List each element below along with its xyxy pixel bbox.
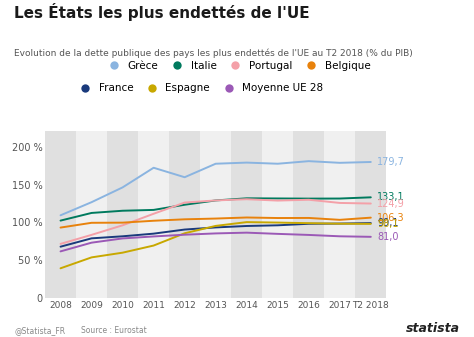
Text: 133,1: 133,1 (377, 192, 405, 202)
Bar (231, 131, 262, 298)
Legend: Grèce, Italie, Portugal, Belgique: Grèce, Italie, Portugal, Belgique (104, 61, 370, 71)
Text: 81,0: 81,0 (377, 232, 399, 242)
Text: 179,7: 179,7 (377, 157, 405, 167)
Bar (169, 131, 200, 298)
Bar (107, 131, 138, 298)
Bar (293, 131, 324, 298)
Text: @Statista_FR: @Statista_FR (14, 326, 65, 335)
Text: statista: statista (406, 322, 460, 335)
Text: 99,1: 99,1 (377, 218, 399, 228)
Text: 106,3: 106,3 (377, 213, 405, 223)
Text: Source : Eurostat: Source : Eurostat (81, 326, 146, 335)
Bar (45, 131, 76, 298)
Bar (356, 131, 386, 298)
Text: Evolution de la dette publique des pays les plus endettés de l'UE au T2 2018 (% : Evolution de la dette publique des pays … (14, 49, 413, 58)
Text: Les États les plus endettés de l'UE: Les États les plus endettés de l'UE (14, 3, 310, 21)
Text: 124,9: 124,9 (377, 198, 405, 209)
Text: 98,1: 98,1 (377, 219, 399, 229)
Legend: France, Espagne, Moyenne UE 28: France, Espagne, Moyenne UE 28 (74, 83, 324, 93)
